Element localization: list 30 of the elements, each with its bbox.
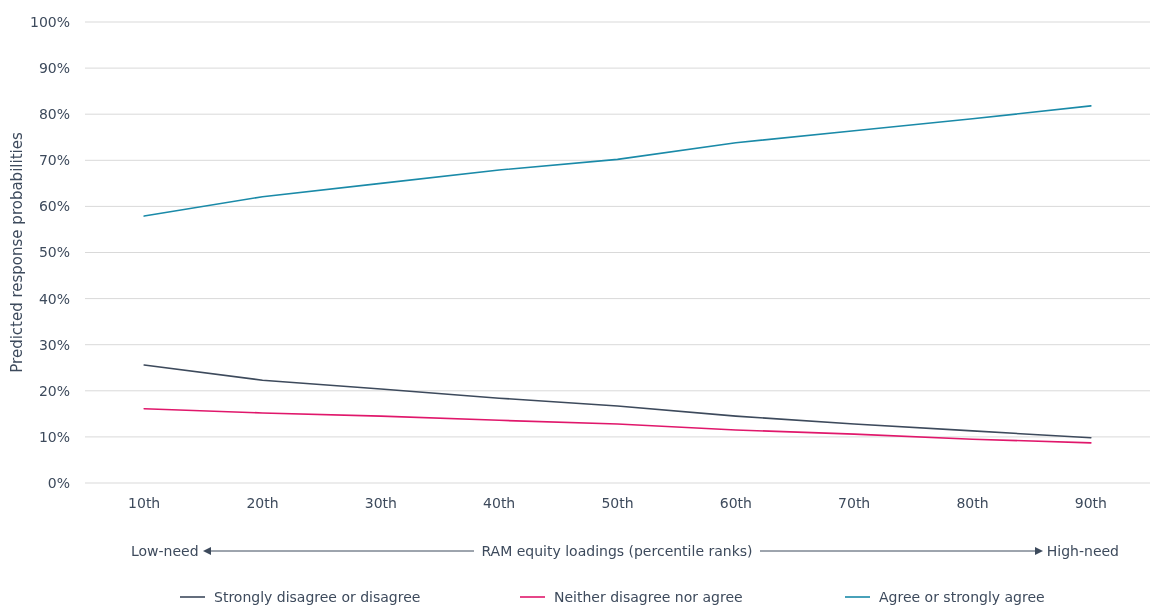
- y-tick-label: 60%: [38, 198, 70, 215]
- y-axis-title: Predicted response probabilities: [8, 132, 26, 373]
- legend-label: Agree or strongly agree: [879, 589, 1045, 605]
- y-tick-label: 50%: [38, 244, 70, 261]
- y-tick-label: 80%: [38, 106, 70, 123]
- x-tick-label: 90th: [1074, 495, 1107, 511]
- legend-label: Strongly disagree or disagree: [214, 589, 421, 605]
- x-tick-label: 30th: [364, 495, 397, 511]
- legend-label: Neither disagree nor agree: [554, 589, 743, 605]
- y-tick-label: 30%: [38, 336, 70, 353]
- y-tick-label: 40%: [38, 290, 70, 307]
- line-series: [143, 364, 1092, 439]
- line-series: [143, 105, 1092, 217]
- y-tick-label: 70%: [38, 152, 70, 169]
- x-tick-label: 20th: [246, 495, 279, 511]
- y-tick-label: 100%: [29, 13, 70, 30]
- line-series: [143, 407, 1092, 444]
- y-tick-label: 10%: [38, 428, 70, 445]
- y-tick-label: 90%: [38, 60, 70, 76]
- y-tick-label: 0%: [47, 474, 70, 491]
- text: Low-need: [131, 542, 199, 559]
- x-tick-label: 60th: [719, 495, 752, 511]
- text: High-need: [1046, 542, 1119, 559]
- x-tick-label: 70th: [838, 495, 871, 511]
- x-axis-title: RAM equity loadings (percentile ranks): [481, 542, 753, 559]
- x-tick-label: 10th: [128, 495, 161, 511]
- x-tick-label: 40th: [483, 495, 516, 511]
- y-tick-label: 20%: [38, 382, 70, 399]
- x-tick-label: 80th: [956, 495, 989, 511]
- x-tick-label: 50th: [601, 495, 634, 511]
